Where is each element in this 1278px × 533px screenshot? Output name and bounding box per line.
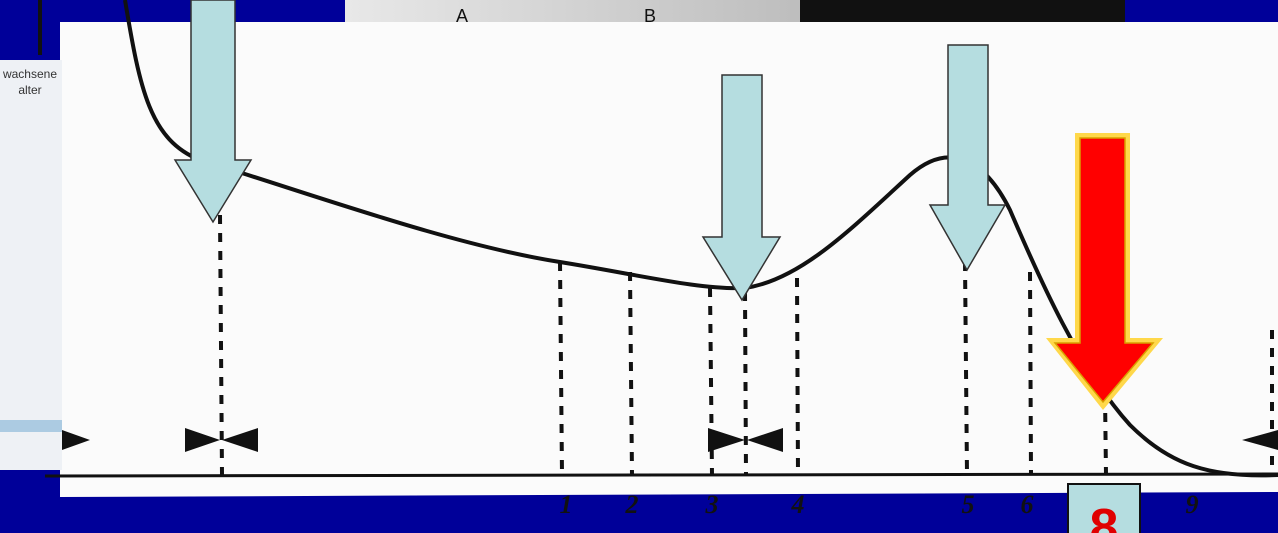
axis-number: 9 [1186,490,1199,519]
axis-number: 5 [962,490,975,519]
strip-label: A [456,6,468,26]
inset-image [0,60,62,470]
axis-number: 2 [625,490,639,519]
highlight-label: 8 [1090,499,1119,533]
inset-text: wachsene [2,67,57,81]
axis-number: 1 [560,490,573,519]
baseline [44,472,1278,478]
axis-number: 6 [1021,490,1034,519]
bg-patch [0,497,60,533]
red-arrow [1053,137,1155,404]
inset-band [0,420,62,432]
marker [708,428,783,452]
guide-lines [218,214,1274,476]
axis-number: 4 [791,490,805,519]
marker [185,428,258,452]
arrow [928,44,1007,272]
inset-text: alter [18,83,41,97]
axis-number: 3 [705,490,719,519]
highlight-box [1067,483,1141,533]
arrow [173,0,253,224]
strip-label: B [644,6,656,26]
arrow [701,74,782,302]
